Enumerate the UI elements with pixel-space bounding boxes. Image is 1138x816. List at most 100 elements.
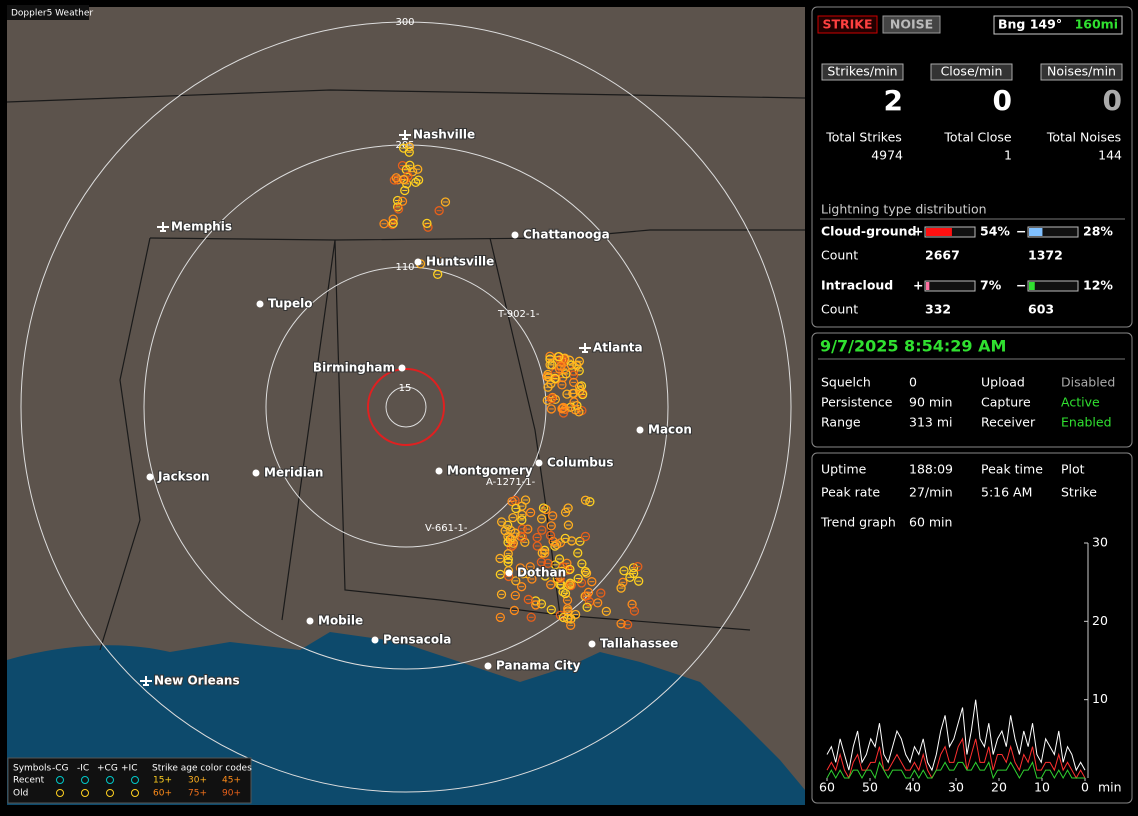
range-label: 110 (395, 262, 414, 273)
count-value: 603 (1028, 302, 1054, 317)
legend-text: -IC (77, 764, 89, 774)
airport-icon (140, 676, 152, 686)
strike-symbol (545, 530, 556, 541)
strike-symbol (436, 257, 446, 267)
button-label[interactable]: STRIKE (822, 17, 872, 32)
strike-symbol (633, 561, 643, 572)
strike-symbol (536, 599, 547, 609)
strike-symbol (564, 355, 575, 365)
y-tick-label: 30 (1092, 535, 1108, 550)
distribution-title: Lightning type distribution (821, 202, 987, 217)
y-tick-label: 20 (1092, 613, 1108, 628)
button[interactable] (882, 15, 941, 34)
strike-symbol (515, 563, 526, 573)
strike-symbol (634, 576, 644, 586)
type-name: Cloud-ground (821, 224, 917, 239)
strike-symbol (550, 394, 561, 405)
strike-symbol (422, 218, 432, 229)
strike-symbol (545, 360, 555, 370)
button-label[interactable]: NOISE (890, 17, 933, 32)
map: 30020511015NashvilleMemphisChattanoogaHu… (7, 7, 805, 805)
strike-symbol (616, 583, 626, 593)
city-dot (256, 300, 264, 308)
strike-symbol (411, 177, 421, 188)
stats-text: Peak rate (821, 485, 880, 500)
range-label: 15 (399, 383, 412, 394)
percent-bar (1029, 282, 1035, 290)
strike-symbol (379, 219, 389, 229)
age-label: 45+ (222, 776, 241, 786)
strike-symbol (563, 520, 574, 530)
airport-icon (579, 343, 591, 353)
city-dot (146, 473, 154, 481)
strike-symbol (413, 164, 423, 174)
strike-symbol (570, 609, 581, 620)
bar-track (1027, 226, 1079, 238)
rate-label: Strikes/min (827, 64, 897, 79)
x-tick-label: 0 (1081, 780, 1089, 795)
strike-symbol (536, 557, 547, 567)
status-text: Capture (981, 395, 1031, 410)
stats-text: Trend graph (820, 515, 896, 530)
strike-symbol (507, 496, 517, 507)
strike-symbol (496, 589, 507, 599)
strike-symbol (557, 380, 567, 390)
stats-text: 5:16 AM (981, 485, 1032, 500)
strike-symbol (536, 514, 547, 524)
bearing: Bng 149° (998, 17, 1062, 32)
strike-symbol (526, 612, 536, 622)
strike-symbol (550, 373, 560, 384)
strike-symbol (622, 620, 633, 630)
legend-symbol (131, 776, 139, 784)
x-tick-label: 60 (819, 780, 835, 795)
strike-symbol (583, 587, 594, 597)
rate-value: 0 (1103, 84, 1122, 117)
status-text: Enabled (1061, 415, 1112, 430)
strike-symbol (548, 511, 558, 521)
strike-symbol (543, 558, 553, 569)
city-label: Mobile (318, 614, 363, 628)
age-label: 75+ (188, 789, 207, 799)
city-dot (371, 636, 379, 644)
range-ring (20, 21, 792, 793)
status-text: Squelch (821, 375, 871, 390)
legend-symbol (56, 776, 64, 784)
strike-symbol (398, 143, 409, 153)
map-title: Doppler5 Weather (11, 9, 93, 19)
distance: 160mi (1075, 17, 1118, 32)
total-value: 4974 (871, 148, 903, 163)
city-label: Dothan (517, 566, 566, 580)
bar-track (924, 280, 976, 292)
rate-label-box (821, 63, 904, 81)
rate-value: 0 (993, 84, 1012, 117)
age-label: 15+ (153, 776, 172, 786)
legend-symbol (81, 789, 89, 797)
strike-symbol (582, 602, 592, 612)
strike-symbol (532, 541, 542, 551)
city-label: Panama City (496, 659, 581, 673)
x-tick-label: 20 (991, 780, 1007, 795)
city-label: Meridian (264, 466, 323, 480)
strike-symbol (569, 377, 579, 388)
strike-symbol (580, 566, 591, 577)
strike-symbol (523, 594, 533, 605)
stats-text: 27/min (909, 485, 953, 500)
stats-text: 188:09 (909, 462, 953, 477)
sign: − (1016, 278, 1026, 293)
strike-symbol (389, 175, 400, 185)
rate-value: 2 (884, 84, 903, 117)
city-label: Macon (648, 423, 692, 437)
panel (811, 332, 1133, 448)
strike-symbol (573, 573, 583, 584)
legend-box (7, 757, 252, 804)
panel (811, 6, 1133, 328)
strike-symbol (554, 352, 564, 362)
strike-symbol (546, 394, 557, 404)
total-label: Total Strikes (825, 130, 902, 145)
total-label: Total Noises (1046, 130, 1121, 145)
strike-symbol (401, 165, 411, 175)
strike-symbol (508, 538, 519, 548)
city-dot (484, 662, 492, 670)
button[interactable] (817, 15, 878, 34)
